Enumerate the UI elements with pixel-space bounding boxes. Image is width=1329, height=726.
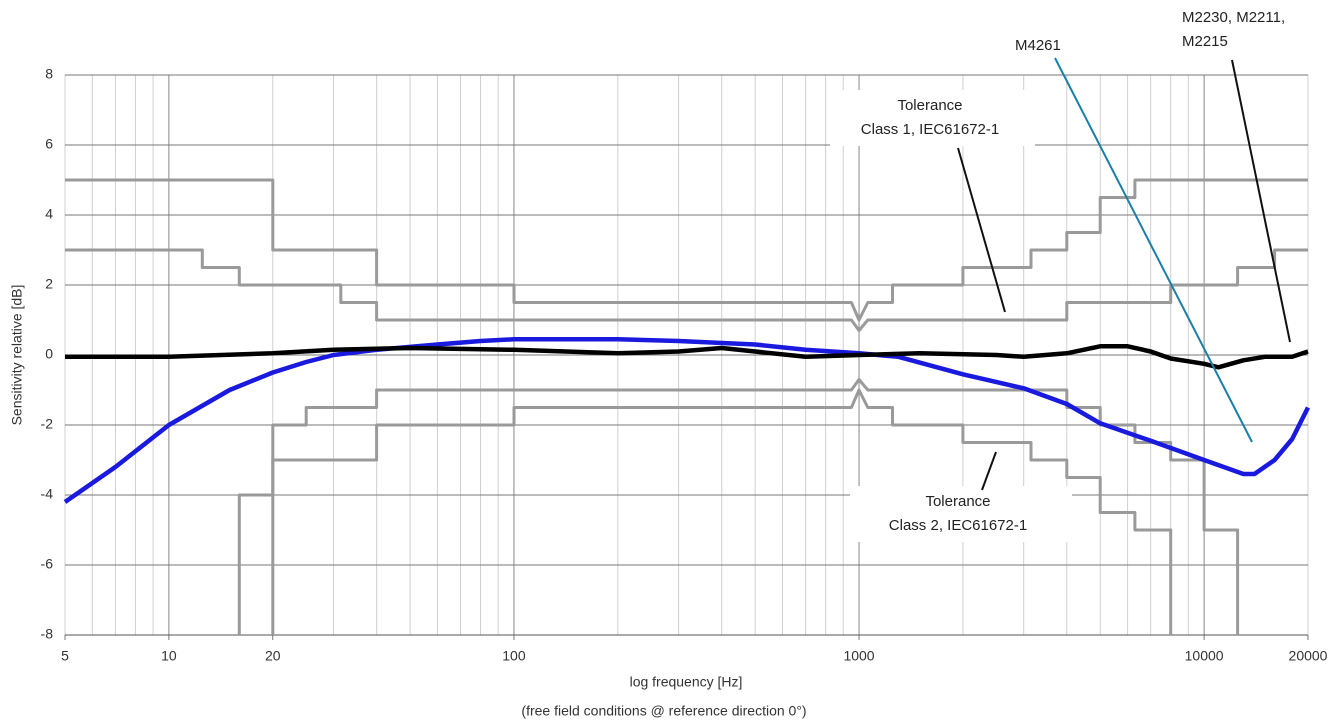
series-line: [271, 388, 1173, 635]
annotation: Tolerance: [897, 97, 962, 114]
annotation: Class 2, IEC61672-1: [889, 517, 1027, 534]
y-tick-label: 6: [45, 136, 53, 152]
plot: [63, 178, 1311, 635]
annotation: M2215: [1182, 33, 1228, 50]
x-tick-label: 100: [502, 648, 526, 664]
y-tick-label: 0: [45, 346, 53, 362]
x-tick-label: 20: [265, 648, 281, 664]
x-tick-label: 5: [61, 648, 69, 664]
pointer: [1231, 59, 1291, 343]
pointer: [981, 451, 997, 491]
y-tick-label: -8: [41, 626, 54, 642]
subtitle: (free field conditions @ reference direc…: [521, 703, 806, 719]
y-tick-label: -4: [41, 486, 54, 502]
x-tick-label: 20000: [1289, 648, 1328, 664]
label-backdrop: [830, 90, 1035, 146]
y-tick-label: -6: [41, 556, 54, 572]
grid: -8 -6 -4 -2 0 2 4 6 8 5 10 20 100 1000 10000 20000: [41, 66, 1328, 664]
annotation: M2230, M2211,: [1182, 9, 1285, 26]
y-tick-label: 8: [45, 66, 53, 82]
annotation: Class 1, IEC61672-1: [861, 121, 999, 138]
x-tick-label: 10: [161, 648, 177, 664]
annotation: Tolerance: [925, 493, 990, 510]
series-line: [63, 337, 1311, 504]
pointer: [1054, 57, 1253, 443]
series-line: [65, 178, 1308, 322]
y-tick-label: 2: [45, 276, 53, 292]
series-line: [65, 344, 1309, 370]
series-line: [237, 378, 1240, 635]
x-axis-title: log frequency [Hz]: [630, 674, 743, 690]
y-axis-title: Sensitivity relative [dB]: [9, 285, 25, 426]
y-tick-label: 4: [45, 206, 53, 222]
annotation: M4261: [1015, 37, 1061, 54]
label-backdrop: [850, 486, 1072, 542]
x-tick-label: 10000: [1185, 648, 1224, 664]
x-tick-label: 1000: [843, 648, 874, 664]
pointer: [957, 147, 1006, 313]
series-line: [65, 248, 1308, 332]
y-tick-label: -2: [41, 416, 54, 432]
